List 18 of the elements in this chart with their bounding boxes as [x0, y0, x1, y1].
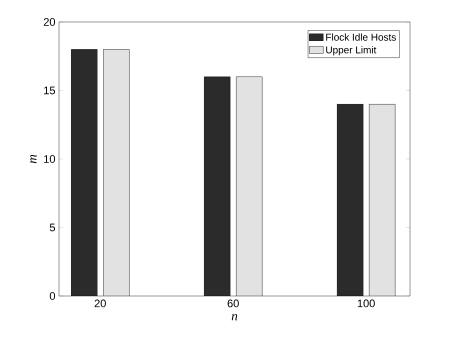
legend-label: Upper Limit	[326, 46, 376, 56]
y-axis-title: m	[30, 154, 36, 164]
bar	[103, 49, 130, 296]
x-axis-title: n	[232, 314, 238, 320]
bar	[368, 104, 396, 296]
bar	[204, 76, 230, 296]
bar	[71, 49, 98, 296]
y-tick-label: 15	[44, 86, 56, 94]
x-tick-label: 60	[228, 300, 239, 308]
bar	[236, 76, 262, 296]
legend-label: Flock Idle Hosts	[326, 33, 396, 41]
y-tick-label: 5	[50, 224, 56, 232]
y-tick-label: 20	[44, 18, 56, 26]
y-tick-label: 0	[50, 292, 56, 300]
bar	[336, 104, 364, 296]
x-tick-label: 20	[94, 300, 106, 308]
y-tick-label: 10	[44, 155, 56, 163]
x-tick-label: 100	[358, 300, 375, 308]
